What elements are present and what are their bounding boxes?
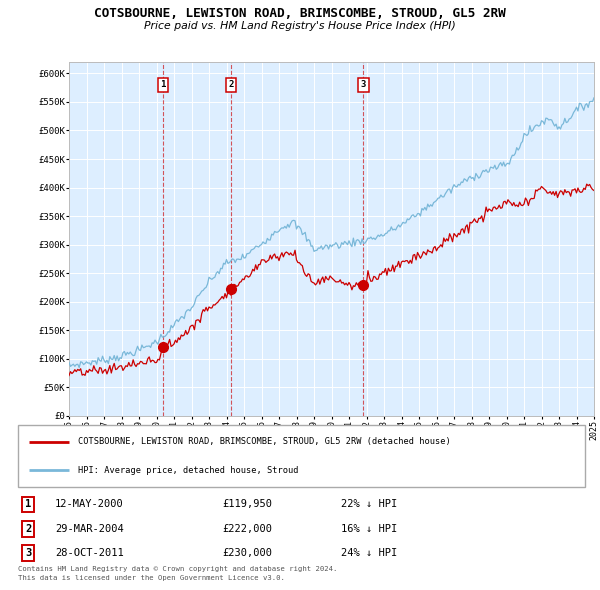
Text: 2: 2 bbox=[228, 80, 233, 90]
Text: 24% ↓ HPI: 24% ↓ HPI bbox=[341, 548, 397, 558]
Text: This data is licensed under the Open Government Licence v3.0.: This data is licensed under the Open Gov… bbox=[18, 575, 285, 581]
FancyBboxPatch shape bbox=[18, 425, 585, 487]
Text: 12-MAY-2000: 12-MAY-2000 bbox=[55, 500, 124, 509]
Text: £222,000: £222,000 bbox=[222, 524, 272, 534]
Text: HPI: Average price, detached house, Stroud: HPI: Average price, detached house, Stro… bbox=[77, 466, 298, 474]
Text: £230,000: £230,000 bbox=[222, 548, 272, 558]
Text: 1: 1 bbox=[25, 500, 31, 509]
Text: 29-MAR-2004: 29-MAR-2004 bbox=[55, 524, 124, 534]
Text: £119,950: £119,950 bbox=[222, 500, 272, 509]
Text: Contains HM Land Registry data © Crown copyright and database right 2024.: Contains HM Land Registry data © Crown c… bbox=[18, 566, 337, 572]
Text: 3: 3 bbox=[361, 80, 366, 90]
Text: Price paid vs. HM Land Registry's House Price Index (HPI): Price paid vs. HM Land Registry's House … bbox=[144, 21, 456, 31]
Text: COTSBOURNE, LEWISTON ROAD, BRIMSCOMBE, STROUD, GL5 2RW: COTSBOURNE, LEWISTON ROAD, BRIMSCOMBE, S… bbox=[94, 7, 506, 20]
Text: COTSBOURNE, LEWISTON ROAD, BRIMSCOMBE, STROUD, GL5 2RW (detached house): COTSBOURNE, LEWISTON ROAD, BRIMSCOMBE, S… bbox=[77, 437, 450, 446]
Text: 2: 2 bbox=[25, 524, 31, 534]
Text: 1: 1 bbox=[160, 80, 166, 90]
Text: 16% ↓ HPI: 16% ↓ HPI bbox=[341, 524, 397, 534]
Text: 22% ↓ HPI: 22% ↓ HPI bbox=[341, 500, 397, 509]
Text: 28-OCT-2011: 28-OCT-2011 bbox=[55, 548, 124, 558]
Text: 3: 3 bbox=[25, 548, 31, 558]
